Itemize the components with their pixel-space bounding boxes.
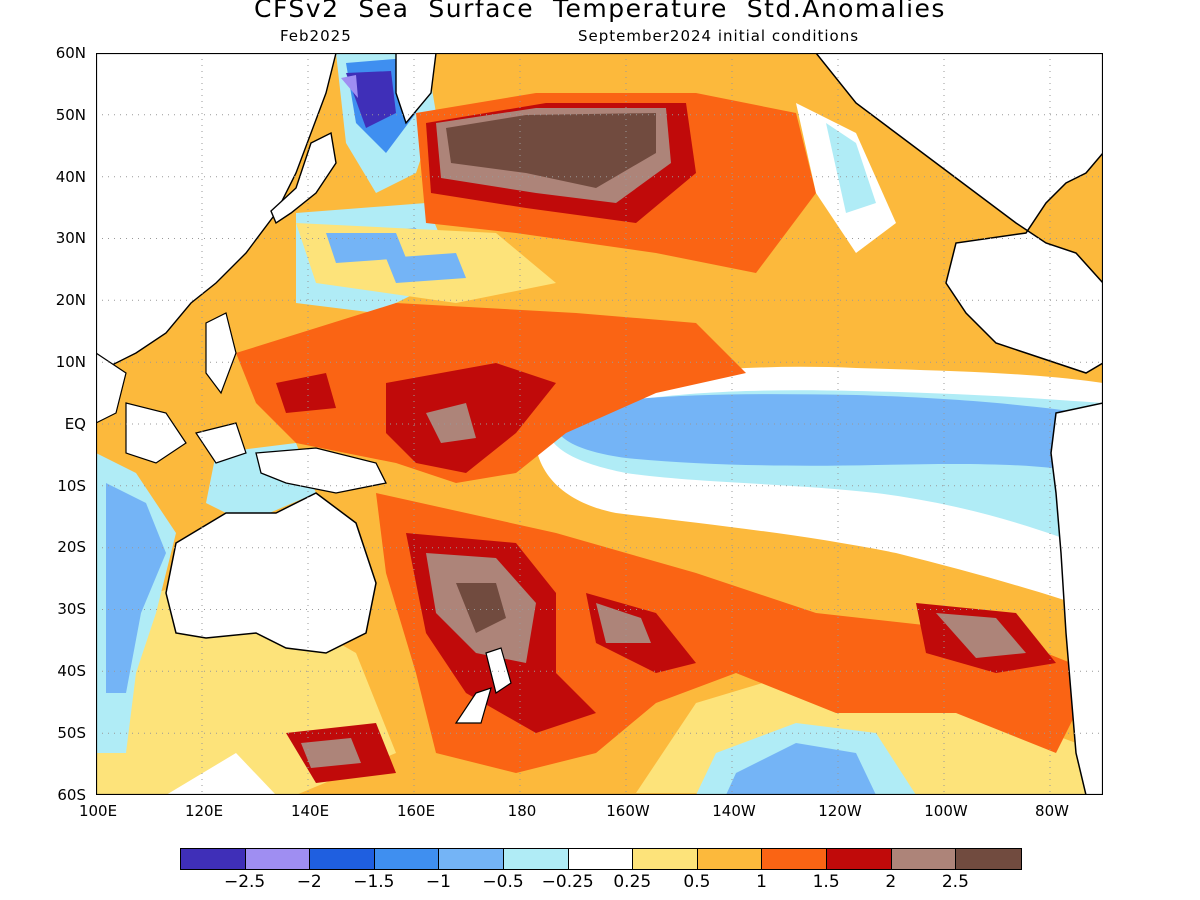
lat-label-20s: 20S [57,538,86,556]
forecast-month: Feb2025 [280,27,352,45]
australia-landmass [165,492,377,654]
colorbar-tick-label: −1 [425,872,451,892]
lat-label-40s: 40S [57,662,86,680]
sst-anomaly-map [96,53,1103,795]
lat-label-eq: EQ [64,415,86,433]
lon-label-160e: 160E [396,802,436,820]
japan-landmass [270,131,337,225]
colorbar-tick-label: 2 [885,872,897,892]
lat-label-50s: 50S [57,724,86,742]
lat-label-10n: 10N [55,353,86,371]
colorbar-swatch [568,849,634,869]
colorbar-swatch [439,849,505,869]
north-pacific-peak [446,113,656,188]
colorbar-swatch [956,849,1021,869]
north-america-landmass [815,53,1103,374]
colorbar-swatch [310,849,375,869]
lat-label-60n: 60N [55,44,86,62]
colorbar-tick-label: −2.5 [223,872,266,892]
colorbar-tick-label: 0.5 [683,872,711,892]
colorbar [180,848,1022,870]
colorbar-tick-label: −2 [296,872,322,892]
colorbar-swatch [827,849,892,869]
lon-label-180: 180 [507,802,537,820]
colorbar-tick-label: 1.5 [812,872,840,892]
colorbar-tick-label: 2.5 [941,872,969,892]
lat-label-30n: 30N [55,229,86,247]
colorbar-tick-label: 1 [756,872,767,892]
lon-label-120e: 120E [184,802,224,820]
lon-label-120w: 120W [818,802,862,820]
initial-conditions-label: September2024 initial conditions [578,27,860,45]
lon-label-100w: 100W [924,802,968,820]
lon-label-140e: 140E [290,802,330,820]
new-zealand-north [485,647,512,694]
colorbar-tick-label: 0.25 [613,872,652,892]
colorbar-swatch [504,849,569,869]
lon-label-160w: 160W [606,802,650,820]
new-zealand-south [454,687,492,724]
lon-label-80w: 80W [1035,802,1069,820]
colorbar-swatch [374,849,440,869]
lat-label-20n: 20N [55,291,86,309]
map-canvas [96,53,1103,795]
colorbar-swatch [891,849,957,869]
cold-tongue-blue [551,394,1086,473]
grid-lines [96,53,1103,795]
colorbar-swatch [697,849,763,869]
lat-label-50n: 50N [55,106,86,124]
lon-label-100e: 100E [78,802,118,820]
lat-label-10s: 10S [57,477,86,495]
colorbar-tick-label: −1.5 [353,872,395,892]
map-frame [96,53,1103,795]
colorbar-swatch [245,849,311,869]
lat-label-40n: 40N [55,168,86,186]
lon-label-140w: 140W [712,802,756,820]
south-america-landmass [1050,402,1103,795]
chart-title: CFSv2 Sea Surface Temperature Std.Anomal… [254,0,946,23]
colorbar-tick-label: −0.5 [482,872,524,892]
colorbar-swatch [633,849,698,869]
colorbar-swatch [762,849,828,869]
colorbar-swatch [181,849,246,869]
colorbar-tick-label: −0.25 [541,872,594,892]
new-guinea-landmass [255,447,387,494]
lat-label-30s: 30S [57,600,86,618]
okhotsk-cold-core [346,71,396,128]
lat-label-60s: 60S [57,786,86,804]
asia-landmass [96,53,337,374]
